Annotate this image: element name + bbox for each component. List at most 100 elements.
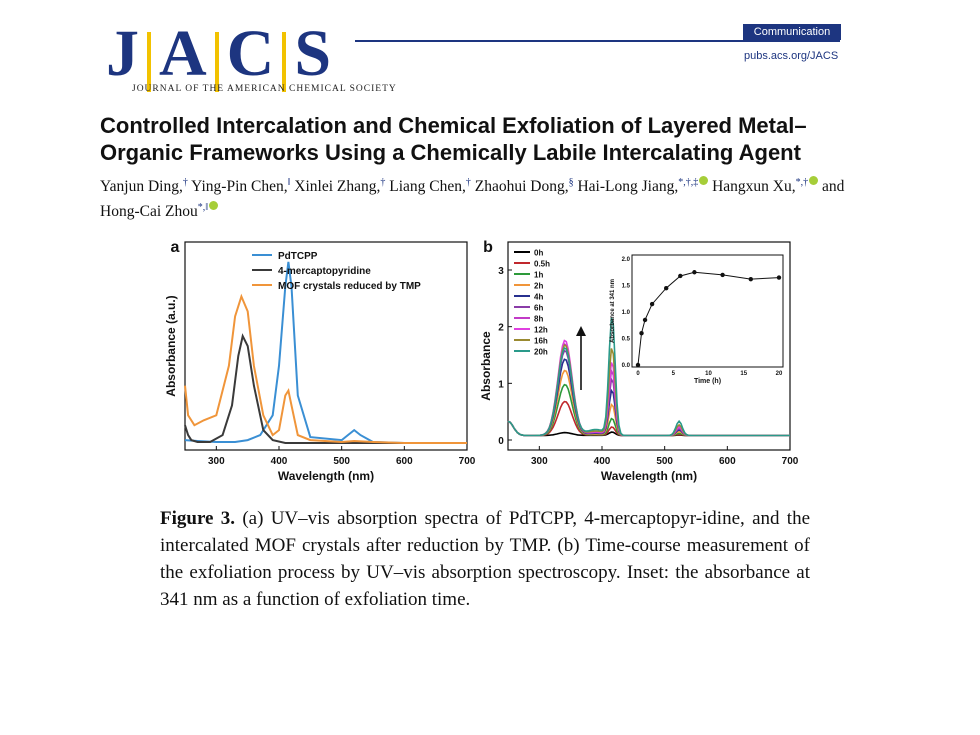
jacs-logo: J A C S [100, 17, 337, 92]
legend-b-label-5: 6h [534, 304, 543, 313]
legend-b-label-1: 0.5h [534, 260, 550, 269]
caption-label: Figure 3. [160, 508, 236, 529]
figure-caption: Figure 3. (a) UV–vis absorption spectra … [160, 505, 810, 613]
panel-b-series-4 [507, 358, 790, 437]
panel-b-series-7 [507, 339, 790, 437]
inset-point [776, 275, 782, 280]
legend-b-label-6: 8h [534, 315, 543, 324]
inset-point [692, 270, 697, 275]
legend-b-label-7: 12h [534, 326, 548, 335]
caption-text: (a) UV–vis absorption spectra of PdTCPP,… [160, 508, 811, 610]
article-type-badge: Communication [743, 24, 841, 40]
panel-a-series-0 [184, 261, 467, 444]
legend-label-1: 4-mercaptopyridine [278, 266, 371, 277]
inset-point [664, 285, 669, 291]
panel-b-xlabel: Wavelength (nm) [601, 469, 697, 483]
panel-b-series-3 [507, 369, 790, 437]
author-3: Liang Chen,† [389, 177, 471, 196]
legend-b-label-8: 16h [534, 337, 548, 346]
legend-b-label-9: 20h [534, 348, 548, 357]
inset-point [720, 272, 725, 278]
author-5: Hai-Long Jiang,*,†,‡ [577, 176, 709, 195]
inset-point [649, 301, 655, 307]
inset-point [635, 362, 641, 368]
author-0: Yanjun Ding,† [100, 177, 188, 196]
panel-b-series-8 [507, 343, 790, 437]
panel-b-ytick-label: 0 [498, 436, 504, 447]
panel-b-xtick-label: 700 [782, 456, 799, 467]
inset-ytick-label: 0.0 [622, 363, 631, 369]
panel-a-xtick-label: 700 [459, 456, 476, 467]
article-title: Controlled Intercalation and Chemical Ex… [100, 113, 807, 165]
panel-b-xtick-label: 600 [719, 456, 736, 467]
inset-ytick-label: 0.5 [622, 337, 631, 343]
panel-b-series-9 [507, 317, 790, 437]
inset-point [748, 276, 753, 282]
author-6: Hangxun Xu,*,† [712, 176, 819, 195]
panel-b-ylabel: Absorbance [479, 331, 493, 401]
panel-b-frame [507, 241, 791, 451]
panel-b: b 300 400 500 600 700 0 1 2 3 Wavelength (nm) Absor… [479, 239, 799, 483]
panel-b-xtick-label: 300 [531, 456, 548, 467]
inset-ylabel: Absorbance at 341 nm [610, 279, 616, 343]
panel-a-xtick-label: 400 [271, 456, 288, 467]
author-list: Yanjun Ding,† Ying-Pin Chen,‖ Xinlei Zha… [100, 172, 860, 222]
author-1: Ying-Pin Chen,‖ [191, 177, 291, 196]
inset-ytick-label: 1.0 [622, 310, 631, 316]
inset-ytick-label: 2.0 [622, 257, 631, 263]
panel-b-ytick-label: 3 [498, 266, 504, 277]
panel-a-series-2 [184, 293, 467, 444]
panel-b-xtick-label: 400 [594, 456, 611, 467]
logo-letter-a: A [159, 17, 207, 90]
panel-a-xtick-label: 600 [396, 456, 413, 467]
panel-a-xlabel: Wavelength (nm) [278, 469, 374, 483]
inset-point [642, 317, 648, 323]
inset-xlabel: Time (h) [694, 378, 721, 385]
orcid-icon[interactable] [809, 176, 819, 185]
inset-xtick-label: 15 [740, 371, 747, 377]
legend-label-0: PdTCPP [278, 251, 318, 262]
inset-point [678, 273, 683, 279]
logo-letter-s: S [294, 17, 332, 90]
arrow-head-icon [576, 326, 586, 336]
inset-point [639, 331, 644, 336]
header-rule [355, 40, 840, 42]
panel-b-ytick-label: 2 [498, 323, 504, 334]
inset-xtick-label: 5 [672, 371, 676, 377]
inset-line [637, 271, 780, 366]
legend-b-label-4: 4h [534, 293, 543, 302]
journal-name: JOURNAL OF THE AMERICAN CHEMICAL SOCIETY [132, 84, 397, 94]
inset-ytick-label: 1.5 [622, 284, 631, 290]
panel-a-series-1 [184, 333, 467, 444]
legend-b-label-2: 1h [534, 271, 543, 280]
panel-b-series-6 [507, 342, 790, 437]
author-7: and Hong-Cai Zhou*,‖ [100, 178, 845, 221]
panel-b-series-2 [507, 383, 790, 437]
panel-a-xtick-label: 300 [208, 456, 225, 467]
logo-letter-j: J [106, 17, 139, 90]
panel-b-xtick-label: 500 [656, 456, 673, 467]
author-2: Xinlei Zhang,† [294, 177, 386, 196]
panel-a-xtick-label: 500 [333, 456, 350, 467]
journal-url[interactable]: pubs.acs.org/JACS [744, 50, 839, 62]
author-4: Zhaohui Dong,§ [474, 177, 574, 196]
orcid-icon[interactable] [209, 201, 219, 211]
legend-b-label-3: 2h [534, 282, 543, 291]
orcid-icon[interactable] [699, 176, 709, 185]
panel-a: a 300 400 500 600 700 Wavelength (nm) Absorbanc… [164, 239, 476, 483]
legend-b-label-0: 0h [534, 249, 543, 258]
panel-a-ylabel: Absorbance (a.u.) [164, 295, 178, 396]
panel-b-series-5 [507, 349, 790, 437]
panel-b-ytick-label: 1 [498, 379, 504, 390]
panel-b-series-1 [507, 400, 790, 437]
panel-a-frame [184, 241, 468, 451]
inset-frame [631, 254, 784, 368]
panel-b-letter: b [483, 239, 493, 256]
inset-xtick-label: 20 [776, 371, 783, 377]
inset-xtick-label: 0 [636, 371, 640, 377]
panel-b-series-0 [507, 420, 790, 437]
panel-a-letter: a [171, 239, 180, 256]
logo-letter-c: C [226, 17, 275, 90]
legend-label-2: MOF crystals reduced by TMP [278, 281, 421, 292]
